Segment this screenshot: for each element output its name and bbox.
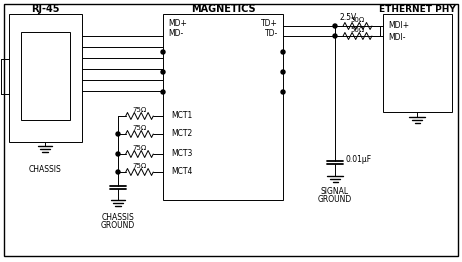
Text: ETHERNET PHY: ETHERNET PHY [379,4,456,14]
Text: 75Ω: 75Ω [133,125,146,131]
Text: MCT1: MCT1 [171,112,192,121]
Text: MCT3: MCT3 [171,150,192,159]
Circle shape [161,50,165,54]
Text: MCT4: MCT4 [171,167,192,177]
Text: MDI+: MDI+ [388,21,409,30]
Circle shape [281,50,285,54]
Text: MDI-: MDI- [388,32,406,41]
Circle shape [281,70,285,74]
Circle shape [281,90,285,94]
Text: MAGNETICS: MAGNETICS [191,4,255,14]
Bar [163,14,283,200]
Text: MD-: MD- [168,30,183,39]
Text: CHASSIS: CHASSIS [102,214,134,222]
Text: CHASSIS: CHASSIS [29,166,61,174]
Text: 2.5V: 2.5V [340,14,357,23]
Bar [9,14,82,142]
Bar [383,14,452,112]
Circle shape [333,34,337,38]
Circle shape [161,70,165,74]
Text: GROUND: GROUND [101,221,135,231]
Text: TD+: TD+ [261,19,278,29]
Text: 75Ω: 75Ω [133,107,146,113]
Text: 50Ω: 50Ω [350,27,365,33]
Text: MD+: MD+ [168,19,187,29]
Bar [21,32,70,120]
Text: GROUND: GROUND [318,194,352,204]
Text: RJ-45: RJ-45 [31,4,60,14]
Circle shape [116,132,120,136]
Circle shape [116,152,120,156]
Text: 75Ω: 75Ω [133,163,146,169]
Circle shape [116,170,120,174]
Circle shape [161,90,165,94]
Text: 75Ω: 75Ω [133,145,146,151]
Text: MCT2: MCT2 [171,129,192,139]
Text: 50Ω: 50Ω [350,17,365,23]
Text: SIGNAL: SIGNAL [321,187,349,195]
Text: 0.01μF: 0.01μF [345,156,371,165]
Text: TD-: TD- [265,30,278,39]
Circle shape [333,24,337,28]
